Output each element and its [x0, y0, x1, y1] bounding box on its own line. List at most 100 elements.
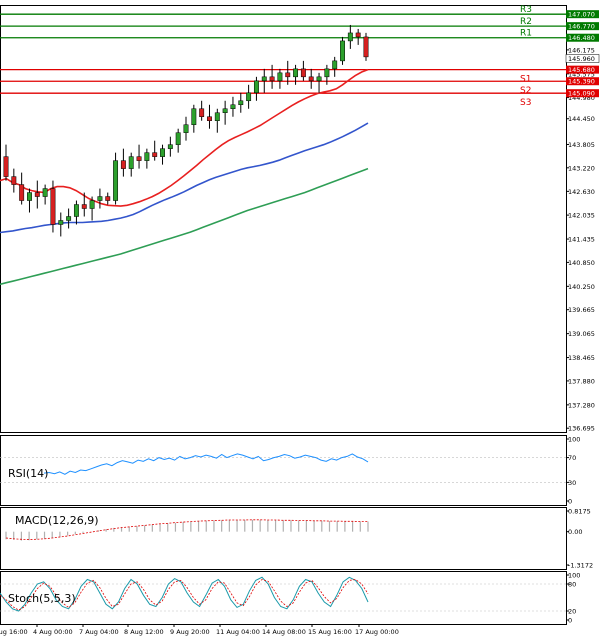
candle-body	[355, 32, 361, 38]
candle-body	[113, 160, 119, 201]
candle-body	[277, 72, 283, 82]
candle-body	[73, 204, 79, 217]
candle-body	[238, 100, 244, 106]
level-price-label: 147.070	[568, 11, 595, 19]
level-price-box	[566, 77, 599, 86]
candle-body	[175, 132, 181, 145]
rsi-panel: 100 70 30 0 RSI(14)	[0, 435, 580, 506]
rsi-label: RSI(14)	[8, 467, 48, 480]
level-price-label: 145.390	[568, 78, 595, 86]
candle-body	[246, 92, 252, 102]
price-axis-tick-label: 142.035	[568, 212, 595, 220]
macd-panel-frame	[0, 507, 567, 570]
time-tick-label: 4 Aug 00:00	[33, 628, 73, 636]
candle-body	[199, 108, 205, 117]
rsi-axis-tick-label: 0	[568, 498, 572, 506]
price-axis-tick-label: 136.695	[568, 425, 595, 433]
candle-body	[34, 192, 40, 197]
rsi-axis-tick-label: 30	[568, 479, 576, 487]
candle-body	[316, 76, 322, 82]
candle-body	[308, 76, 314, 82]
rsi-axis-tick-label: 70	[568, 454, 576, 462]
candle-body	[128, 156, 134, 169]
price-axis-tick-label: 140.850	[568, 259, 595, 267]
candle-body	[261, 76, 267, 82]
level-label-r1: R1	[520, 29, 532, 39]
price-axis-tick-label: 139.065	[568, 330, 595, 338]
stoch-signal-line	[0, 579, 369, 611]
candle-body	[191, 108, 197, 125]
candle-body	[160, 148, 165, 157]
candle-body	[340, 40, 345, 62]
stoch-axis-tick-label: 0	[568, 617, 572, 625]
moving-average-line-1	[0, 68, 369, 207]
candle-body	[347, 32, 353, 42]
rsi-line	[43, 453, 369, 475]
level-price-label: 146.770	[568, 23, 595, 31]
time-tick-label: 14 Aug 08:00	[262, 628, 306, 636]
time-axis: 1 Aug 16:00 4 Aug 00:00 7 Aug 04:00 8 Aug 1…	[0, 624, 399, 636]
price-axis-tick-label: 144.980	[568, 94, 595, 102]
stoch-main-line	[0, 576, 369, 612]
price-panel-frame	[0, 5, 567, 433]
level-label-s1: S1	[520, 75, 531, 85]
candle-body	[324, 68, 330, 78]
candle-body	[144, 152, 150, 161]
price-axis-tick-label: 141.435	[568, 236, 595, 244]
candle-body	[27, 192, 32, 201]
price-axis-tick-label: 137.880	[568, 377, 595, 385]
price-axis-tick-label: 146.175	[568, 46, 595, 54]
level-price-label: 146.480	[568, 34, 595, 42]
price-axis-tick-label: 140.250	[568, 283, 595, 291]
price-axis-tick-label: 143.805	[568, 141, 595, 149]
candle-body	[167, 144, 173, 149]
price-axis-tick-label: 145.575	[568, 70, 595, 78]
price-axis-tick-label: 137.280	[568, 401, 595, 409]
candle-body	[332, 60, 338, 70]
level-price-box	[566, 33, 599, 42]
candle-body	[105, 196, 111, 201]
macd-panel: 0.8175 0.00 -1.3172 MACD(12,26,9)	[0, 507, 593, 570]
stoch-axis-tick-label: 100	[568, 572, 580, 580]
macd-axis-tick-label: 0.00	[568, 528, 582, 536]
candle-body	[183, 124, 189, 133]
price-axis-tick-label: 143.220	[568, 164, 595, 172]
stoch-label: Stoch(5,5,3)	[8, 592, 76, 605]
candle-body	[253, 80, 259, 94]
candle-body	[207, 116, 212, 121]
candle-body	[300, 68, 306, 78]
current-price-box	[565, 54, 600, 63]
candle-body	[3, 156, 9, 177]
stoch-axis-tick-label: 20	[568, 608, 576, 616]
candle-body	[293, 68, 299, 78]
time-tick-label: 17 Aug 00:00	[355, 628, 399, 636]
time-tick-label: 8 Aug 12:00	[124, 628, 164, 636]
candle-body	[230, 104, 236, 110]
candle-body	[89, 200, 95, 209]
stoch-panel-frame	[0, 571, 567, 625]
candle-body	[214, 112, 220, 121]
level-label-s2: S2	[520, 86, 531, 96]
candle-body	[136, 156, 142, 161]
price-axis-tick-label: 142.630	[568, 188, 595, 196]
price-axis-tick-label: 139.665	[568, 306, 595, 314]
time-tick-label: 7 Aug 04:00	[79, 628, 119, 636]
price-axis-tick-label: 144.450	[568, 115, 595, 123]
candle-body	[58, 220, 64, 225]
time-tick-label: 9 Aug 20:00	[170, 628, 210, 636]
candle-body	[285, 72, 291, 78]
level-price-box	[566, 22, 599, 31]
candle-body	[50, 188, 56, 225]
candle-body	[11, 176, 17, 185]
candle-body	[97, 196, 103, 201]
candle-body	[66, 216, 72, 221]
candle-body	[19, 184, 25, 201]
macd-signal-line	[5, 519, 368, 540]
candle-body	[120, 160, 126, 169]
level-price-box	[566, 65, 599, 74]
candle-body	[222, 108, 228, 113]
moving-average-line-3	[0, 167, 369, 286]
